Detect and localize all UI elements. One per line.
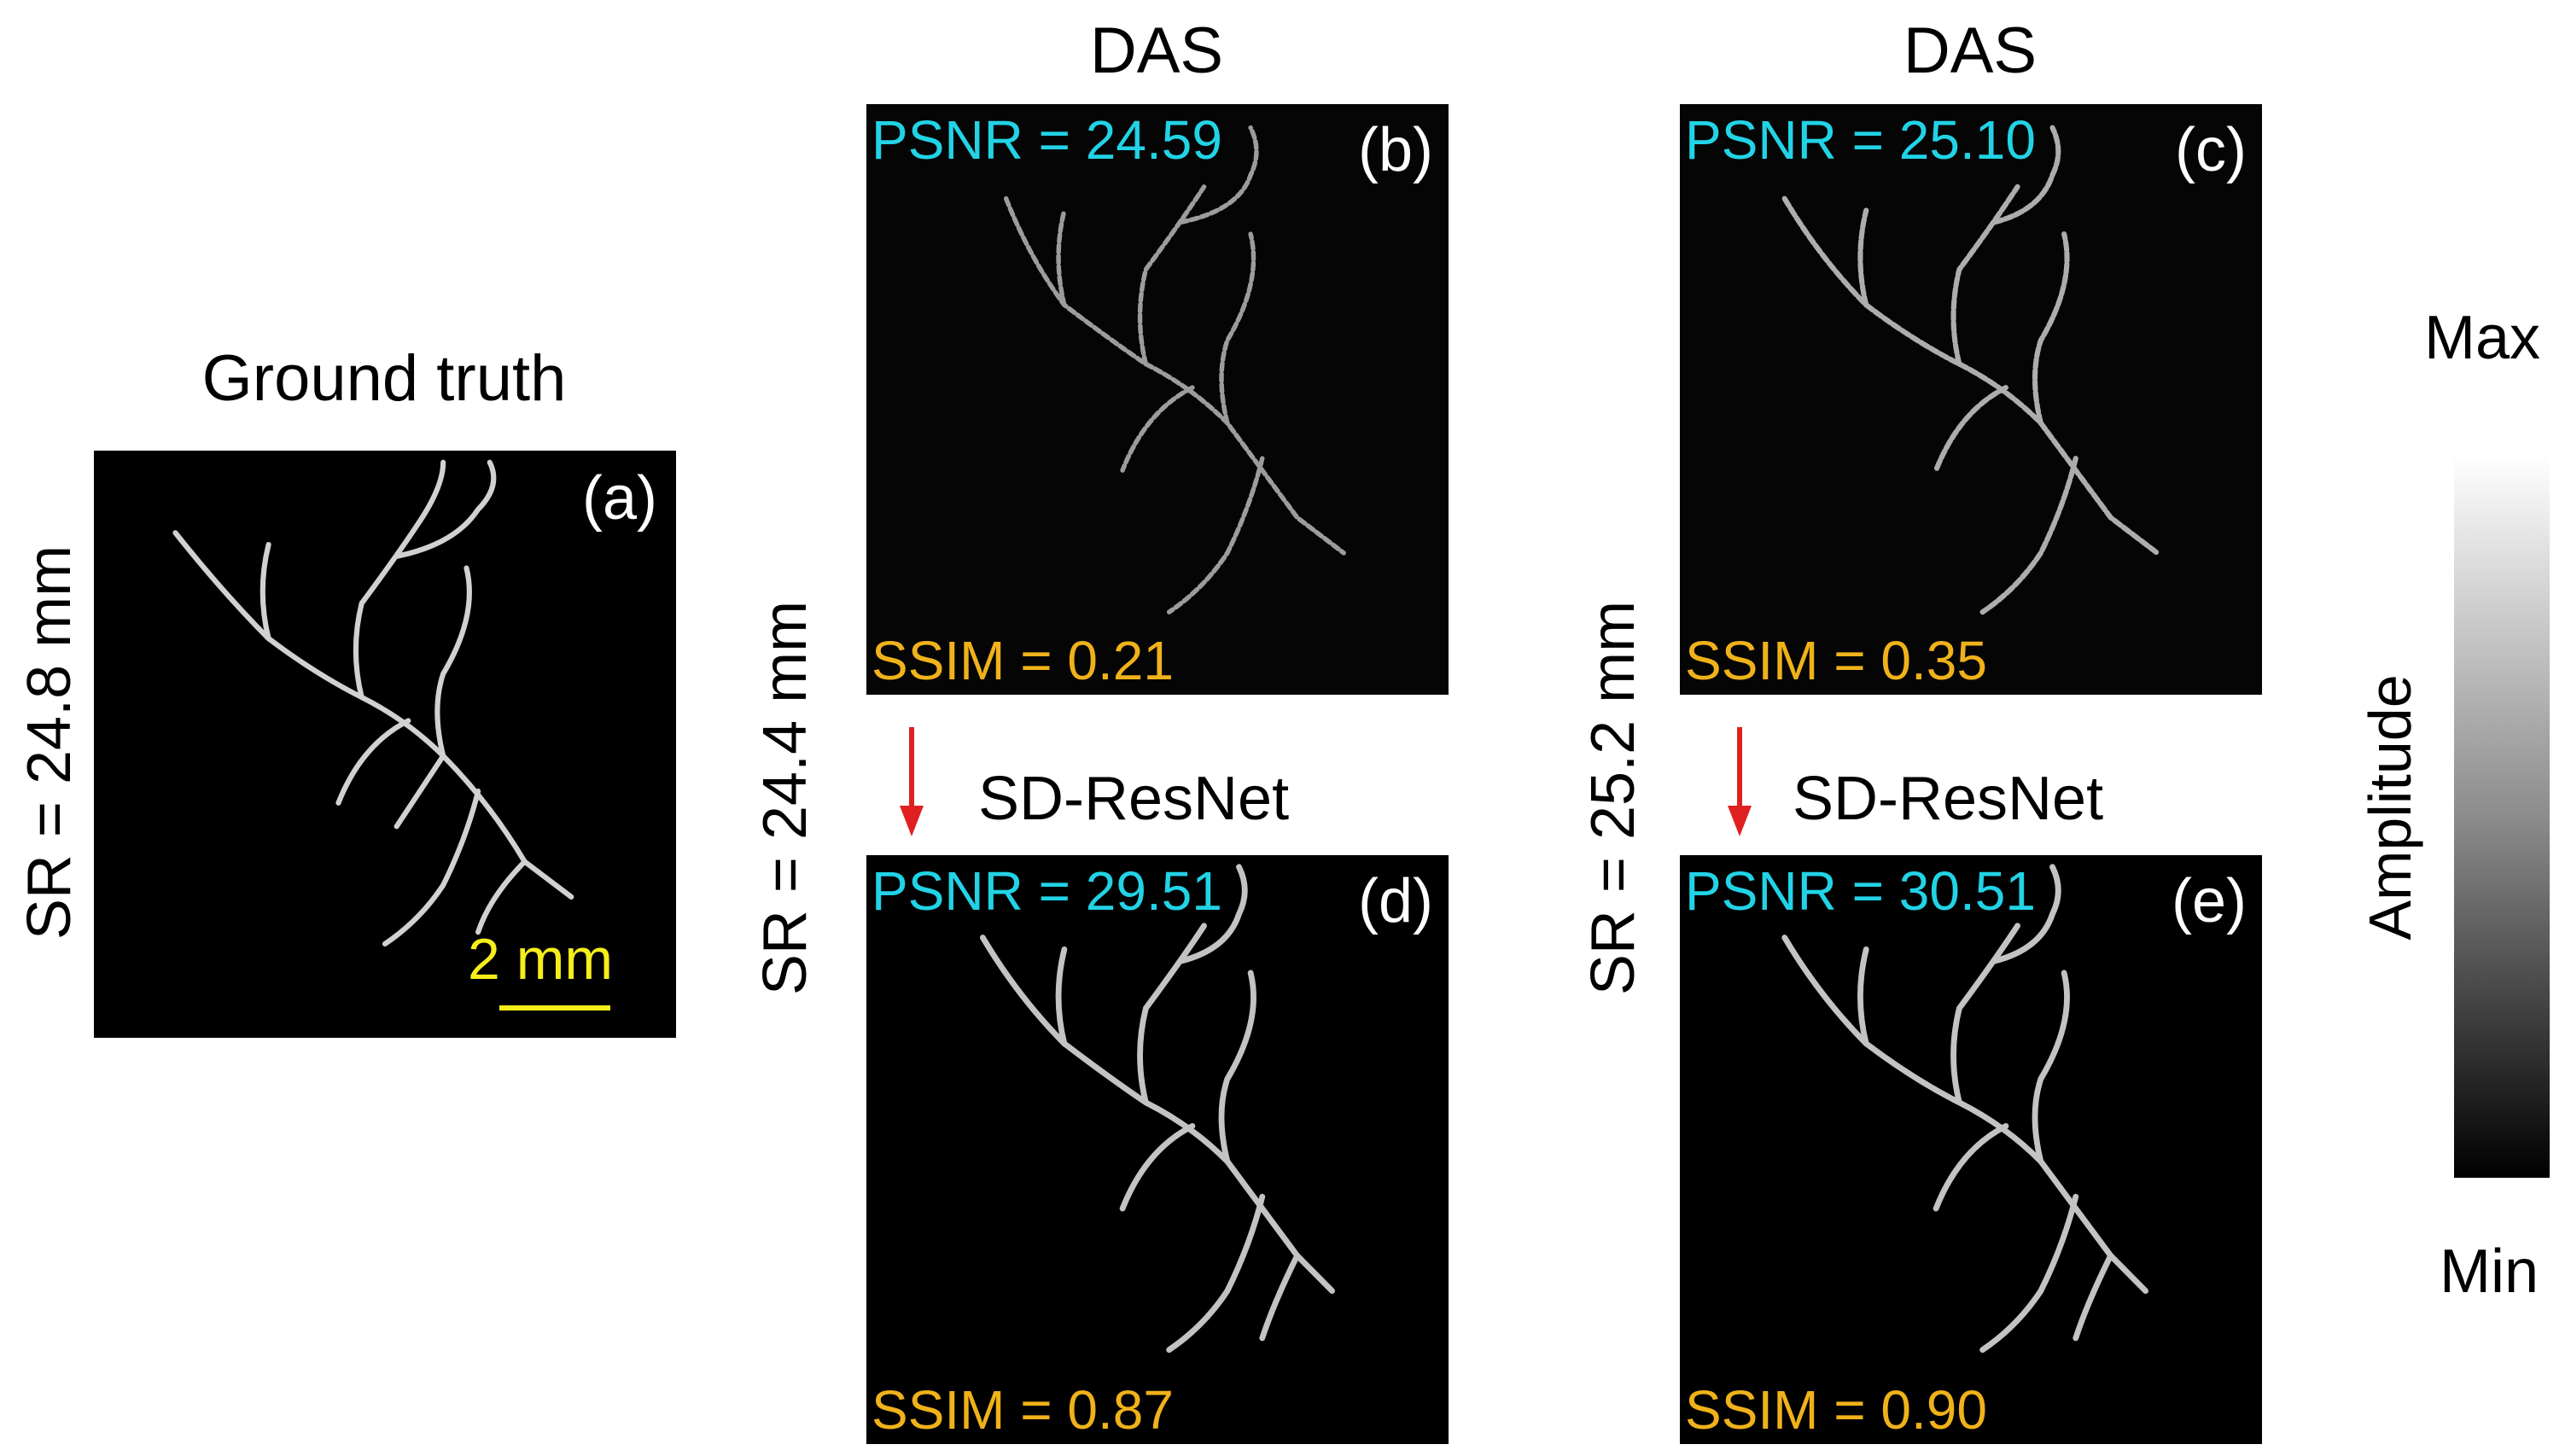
sd-resnet-label-middle: SD-ResNet — [978, 765, 1290, 833]
sr-label-right: SR = 25.2 mm — [1579, 600, 1647, 996]
psnr-c: PSNR = 25.10 — [1685, 109, 2036, 171]
colorbar-amplitude-label: Amplitude — [2357, 674, 2423, 941]
scalebar-line — [499, 1005, 610, 1010]
panel-c-image: PSNR = 25.10 (c) SSIM = 0.35 — [1680, 104, 2262, 695]
colorbar-min-label: Min — [2440, 1238, 2539, 1306]
ssim-b: SSIM = 0.21 — [872, 630, 1174, 691]
vessel-image-a — [172, 459, 574, 947]
psnr-b: PSNR = 24.59 — [872, 109, 1222, 171]
title-das-b: DAS — [1089, 15, 1224, 87]
panel-letter-c: (c) — [2175, 116, 2247, 184]
sr-label-middle: SR = 24.4 mm — [751, 600, 819, 996]
psnr-d: PSNR = 29.51 — [872, 860, 1222, 922]
scalebar-label: 2 mm — [468, 927, 613, 992]
vessel-image-c — [1781, 125, 2160, 615]
panel-letter-a: (a) — [582, 464, 657, 533]
colorbar-max-label: Max — [2424, 304, 2541, 372]
panel-letter-b: (b) — [1358, 116, 1433, 184]
psnr-e: PSNR = 30.51 — [1685, 860, 2036, 922]
red-down-arrow-middle — [900, 727, 924, 836]
sd-resnet-label-right: SD-ResNet — [1793, 765, 2104, 833]
ssim-d: SSIM = 0.87 — [872, 1379, 1174, 1441]
sr-label-a: SR = 24.8 mm — [15, 545, 84, 941]
panel-d-image: PSNR = 29.51 (d) SSIM = 0.87 — [866, 855, 1449, 1444]
panel-a-image: (a) 2 mm — [94, 451, 676, 1038]
panel-e-image: PSNR = 30.51 (e) SSIM = 0.90 — [1680, 855, 2262, 1444]
colorbar-gradient — [2454, 454, 2550, 1178]
red-down-arrow-right — [1728, 727, 1752, 836]
vessel-image-d — [979, 864, 1336, 1354]
vessel-image-e — [1781, 864, 2149, 1354]
vessel-image-b — [1003, 125, 1346, 614]
ssim-c: SSIM = 0.35 — [1685, 630, 1987, 691]
title-ground-truth: Ground truth — [201, 342, 567, 415]
title-das-c: DAS — [1903, 15, 2038, 87]
ssim-e: SSIM = 0.90 — [1685, 1379, 1987, 1441]
panel-letter-e: (e) — [2172, 867, 2247, 935]
panel-b-image: PSNR = 24.59 (b) SSIM = 0.21 — [866, 104, 1449, 695]
panel-letter-d: (d) — [1358, 867, 1433, 935]
